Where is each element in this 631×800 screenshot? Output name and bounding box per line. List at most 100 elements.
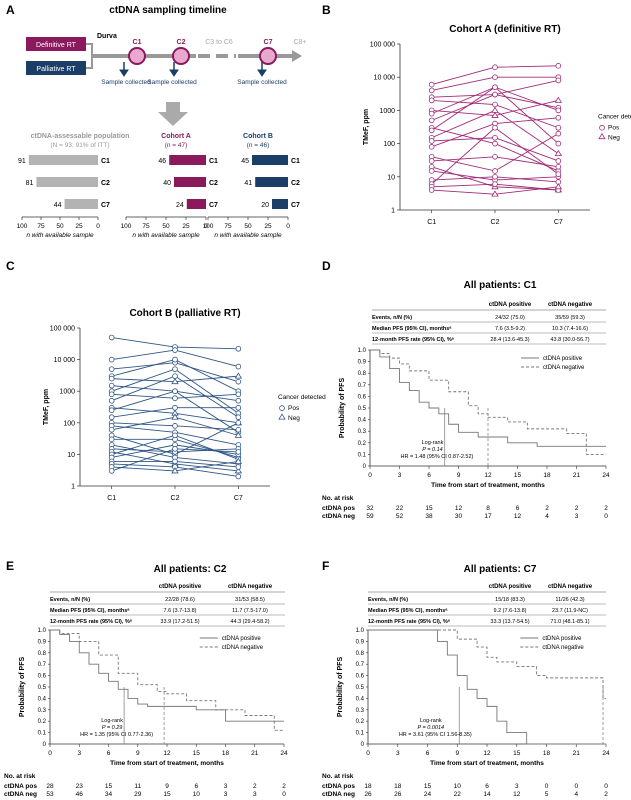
y-tick-label: 0.2 [38, 719, 47, 725]
y-tick-label: 0.9 [358, 360, 367, 366]
table-header: ctDNA positive [489, 584, 532, 590]
group-title: ctDNA-assessable population [31, 133, 130, 140]
pos-point-marker [172, 446, 178, 452]
sample-count-bar [255, 177, 288, 187]
risk-count-pos: 28 [46, 783, 54, 790]
risk-count-pos: 0 [574, 783, 578, 790]
x-tick-label: 24 [280, 750, 288, 757]
risk-count-pos: 15 [105, 783, 113, 790]
bar-axis-xlabel: n with available sample [132, 232, 200, 239]
pos-point-marker [108, 382, 115, 389]
panel-e: E All patients: C2 ctDNA positive ctDNA neg… [4, 559, 288, 798]
x-tick-label: 9 [455, 750, 459, 757]
sample-count-bar [36, 177, 98, 187]
risk-count-neg: 29 [134, 791, 142, 798]
bar-axis-tick-label: 50 [244, 223, 252, 230]
table-cell: 43.8 (30.0-56.7) [550, 337, 589, 343]
y-tick-label: 0.7 [38, 662, 47, 668]
x-axis-label: Time from start of treatment, months [430, 760, 544, 767]
risk-count-neg: 38 [425, 513, 433, 520]
risk-count-pos: 23 [76, 783, 84, 790]
x-tick-label: 12 [163, 750, 171, 757]
risk-count-pos: 2 [545, 505, 549, 512]
table-cell: 7.6 (3.5-9.2) [495, 326, 525, 332]
pos-point-marker [492, 168, 498, 174]
y-tick-label: 0.5 [358, 406, 367, 412]
x-tick-label: 24 [602, 472, 610, 479]
x-tick-label: 9 [457, 472, 461, 479]
table-cell: 71.0 (48.1-85.1) [550, 619, 589, 625]
neg-point-marker [171, 413, 179, 420]
cycle-c3c6-label: C3 to C6 [205, 39, 233, 46]
pos-point-marker [428, 97, 435, 104]
risk-table-header: No. at risk [322, 495, 354, 502]
legend-pos-label: Pos [288, 405, 300, 412]
risk-count-neg: 26 [394, 791, 402, 798]
pos-point-marker [235, 419, 242, 426]
chart-title: Cohort B (palliative RT) [129, 308, 240, 319]
sample-arrow-icon [169, 69, 179, 77]
x-tick-label: 6 [107, 750, 111, 757]
table-cell: 15/18 (83.3) [495, 597, 525, 603]
logrank-label: Log-rank [422, 440, 444, 446]
risk-count-neg: 24 [424, 791, 432, 798]
bar-row-label: C7 [101, 202, 110, 209]
km-curve-ctdna-negative [368, 629, 606, 699]
y-tick-label: 1 [71, 484, 75, 491]
pos-point-marker [172, 347, 178, 353]
chart-title: All patients: C2 [154, 564, 227, 575]
sample-arrow-icon [257, 69, 267, 77]
risk-count-neg: 0 [282, 791, 286, 798]
risk-label-pos: ctDNA pos [322, 783, 355, 790]
panel-letter: D [322, 259, 331, 273]
risk-count-neg: 10 [193, 791, 201, 798]
y-tick-label: 0.8 [358, 371, 367, 377]
pos-point-marker [108, 407, 115, 414]
pos-point-marker [235, 449, 242, 455]
risk-count-pos: 0 [545, 783, 549, 790]
y-axis-label: Probability of PFS [339, 378, 346, 439]
pos-point-marker [108, 427, 115, 433]
table-row-label: Events, n/N (%) [372, 315, 412, 321]
x-tick-label: C2 [171, 495, 180, 502]
table-row-label: 12-month PFS rate (95% CI), %ᵃ [368, 619, 451, 625]
pos-point-marker [108, 436, 115, 443]
pos-point-marker [428, 187, 435, 193]
pos-point-marker [108, 391, 115, 398]
bar-axis-tick-label: 0 [96, 223, 100, 230]
y-tick-label: 0.4 [358, 418, 367, 424]
pos-point-marker [492, 174, 498, 180]
cycle-c8-label: C8+ [293, 39, 306, 46]
bar-axis-tick-label: 0 [286, 223, 290, 230]
risk-count-pos: 3 [224, 783, 228, 790]
pos-point-marker [235, 397, 242, 404]
logrank-label: Log-rank [101, 718, 123, 724]
legend-neg-label: Neg [288, 415, 300, 422]
y-tick-label: 0.1 [38, 731, 47, 737]
legend-label-positive: ctDNA positive [542, 636, 582, 642]
risk-count-neg: 15 [163, 791, 171, 798]
y-tick-label: 0.3 [358, 429, 367, 435]
table-header: ctDNA negative [548, 302, 593, 308]
x-axis-label: Time from start of treatment, months [110, 760, 224, 767]
cycle-c7-marker [259, 47, 277, 65]
panel-a: A ctDNA sampling timeline Definitive RT … [6, 3, 307, 239]
neg-point-marker [234, 372, 243, 379]
risk-count-neg: 2 [604, 791, 608, 798]
bar-row-label: C1 [101, 158, 110, 165]
bar-axis-tick-label: 50 [56, 223, 64, 230]
panel-c: C Cohort B (palliative RT) 1 10 100 1000 10 00… [6, 259, 326, 502]
table-row-label: Median PFS (95% CI), monthsᵃ [372, 326, 452, 332]
neg-point-marker [554, 149, 563, 156]
y-tick-label: 0.5 [356, 685, 365, 691]
pos-point-marker [555, 124, 562, 131]
table-cell: 44.3 (29.4-58.2) [230, 619, 269, 625]
table-cell: 24/32 (75.0) [495, 315, 525, 321]
group-subtitle: (n = 47) [165, 142, 188, 149]
pos-point-marker [492, 124, 498, 131]
bar-axis-tick-label: 100 [203, 223, 214, 230]
timeline-arrowhead [292, 50, 302, 62]
km-curve-ctdna-positive [50, 629, 284, 722]
x-tick-label: C2 [491, 219, 500, 226]
panel-letter: E [6, 559, 14, 573]
